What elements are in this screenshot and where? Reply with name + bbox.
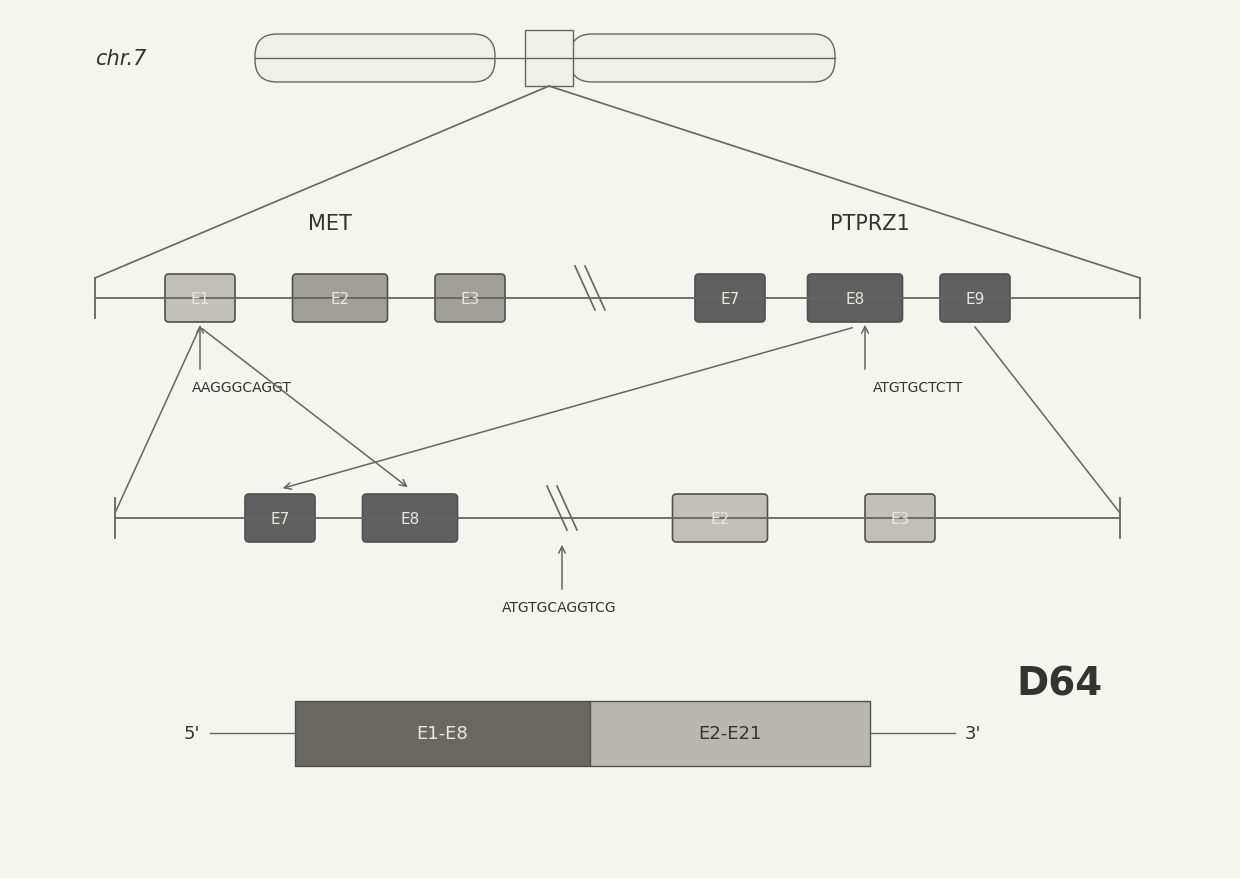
Text: E2: E2 — [711, 511, 729, 526]
Text: ATGTGCAGGTCG: ATGTGCAGGTCG — [502, 601, 616, 615]
Text: E9: E9 — [965, 291, 985, 306]
Text: E7: E7 — [270, 511, 290, 526]
Text: 5': 5' — [184, 724, 200, 742]
Bar — [525, 31, 573, 87]
FancyBboxPatch shape — [165, 275, 236, 322]
Text: PTPRZ1: PTPRZ1 — [830, 213, 910, 234]
Text: ATGTGCTCTT: ATGTGCTCTT — [873, 380, 963, 394]
Text: E2-E21: E2-E21 — [698, 724, 761, 742]
Text: E7: E7 — [720, 291, 739, 306]
FancyBboxPatch shape — [255, 35, 495, 83]
FancyBboxPatch shape — [672, 494, 768, 543]
FancyBboxPatch shape — [570, 35, 835, 83]
FancyBboxPatch shape — [435, 275, 505, 322]
Text: 3': 3' — [965, 724, 982, 742]
Text: E8: E8 — [846, 291, 864, 306]
Text: E1: E1 — [191, 291, 210, 306]
Text: E1-E8: E1-E8 — [417, 724, 469, 742]
Text: chr.7: chr.7 — [95, 49, 146, 68]
Text: MET: MET — [308, 213, 352, 234]
FancyBboxPatch shape — [362, 494, 458, 543]
Text: E2: E2 — [330, 291, 350, 306]
FancyBboxPatch shape — [246, 494, 315, 543]
Text: D64: D64 — [1017, 665, 1104, 702]
Text: E3: E3 — [890, 511, 910, 526]
Bar — [295, 701, 590, 766]
FancyBboxPatch shape — [940, 275, 1011, 322]
Text: AAGGGCAGGT: AAGGGCAGGT — [192, 380, 291, 394]
FancyBboxPatch shape — [807, 275, 903, 322]
FancyBboxPatch shape — [866, 494, 935, 543]
FancyBboxPatch shape — [293, 275, 387, 322]
Bar — [590, 701, 870, 766]
Text: E8: E8 — [401, 511, 419, 526]
FancyBboxPatch shape — [694, 275, 765, 322]
Text: E3: E3 — [460, 291, 480, 306]
